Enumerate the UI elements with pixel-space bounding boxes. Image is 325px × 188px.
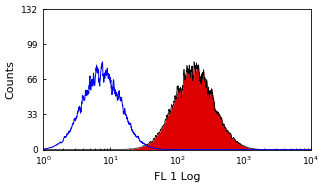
Y-axis label: Counts: Counts xyxy=(6,60,16,99)
X-axis label: FL 1 Log: FL 1 Log xyxy=(154,172,200,182)
